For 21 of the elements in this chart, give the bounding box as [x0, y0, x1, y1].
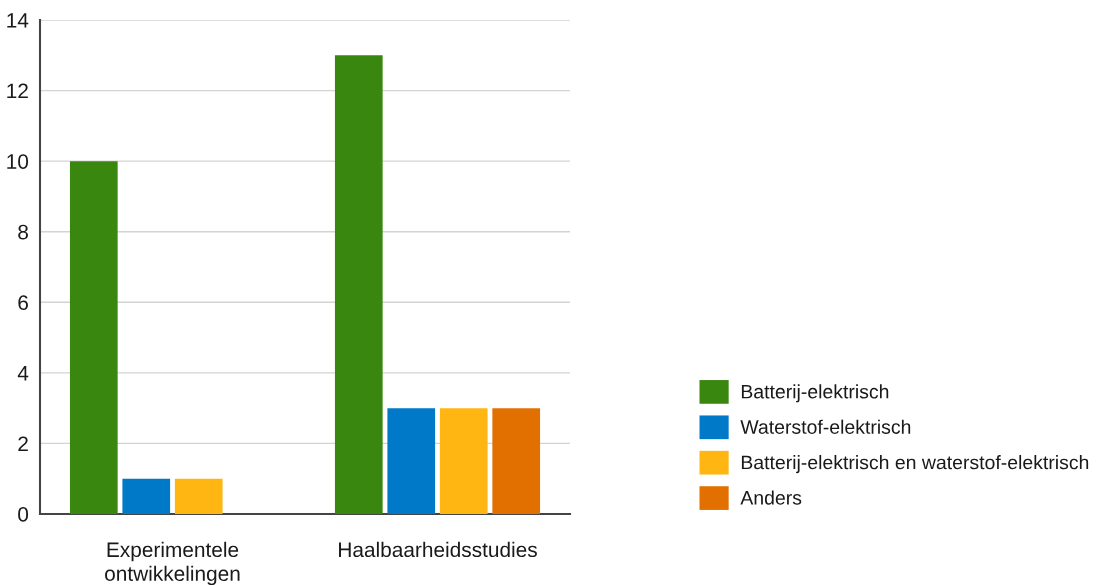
- bar: [69, 161, 118, 514]
- y-tick-label: 12: [7, 83, 28, 99]
- x-tick-label: Experimentele ontwikkelingen: [105, 541, 240, 585]
- y-tick-label: 6: [18, 295, 28, 311]
- bar: [439, 408, 488, 514]
- legend-label: Batterij-elektrisch en waterstof-elektrisch: [741, 455, 1089, 474]
- y-tick-label: 4: [17, 366, 29, 381]
- bar: [492, 408, 541, 514]
- y-tick-label: 2: [18, 436, 28, 451]
- legend-label: Waterstof-elektrisch: [740, 419, 911, 434]
- bar: [387, 408, 436, 514]
- legend-label: Anders: [740, 490, 802, 505]
- legend-label: Batterij-elektrisch: [741, 384, 889, 403]
- x-tick-label: Haalbaarheidsstudies: [339, 541, 537, 558]
- y-tick-label: 0: [18, 507, 29, 522]
- bar: [174, 478, 223, 514]
- bar: [122, 478, 171, 514]
- y-tick-label: 8: [18, 224, 28, 240]
- y-tick-label: 10: [7, 154, 29, 169]
- y-tick-label: 14: [7, 13, 29, 28]
- bar: [334, 55, 383, 514]
